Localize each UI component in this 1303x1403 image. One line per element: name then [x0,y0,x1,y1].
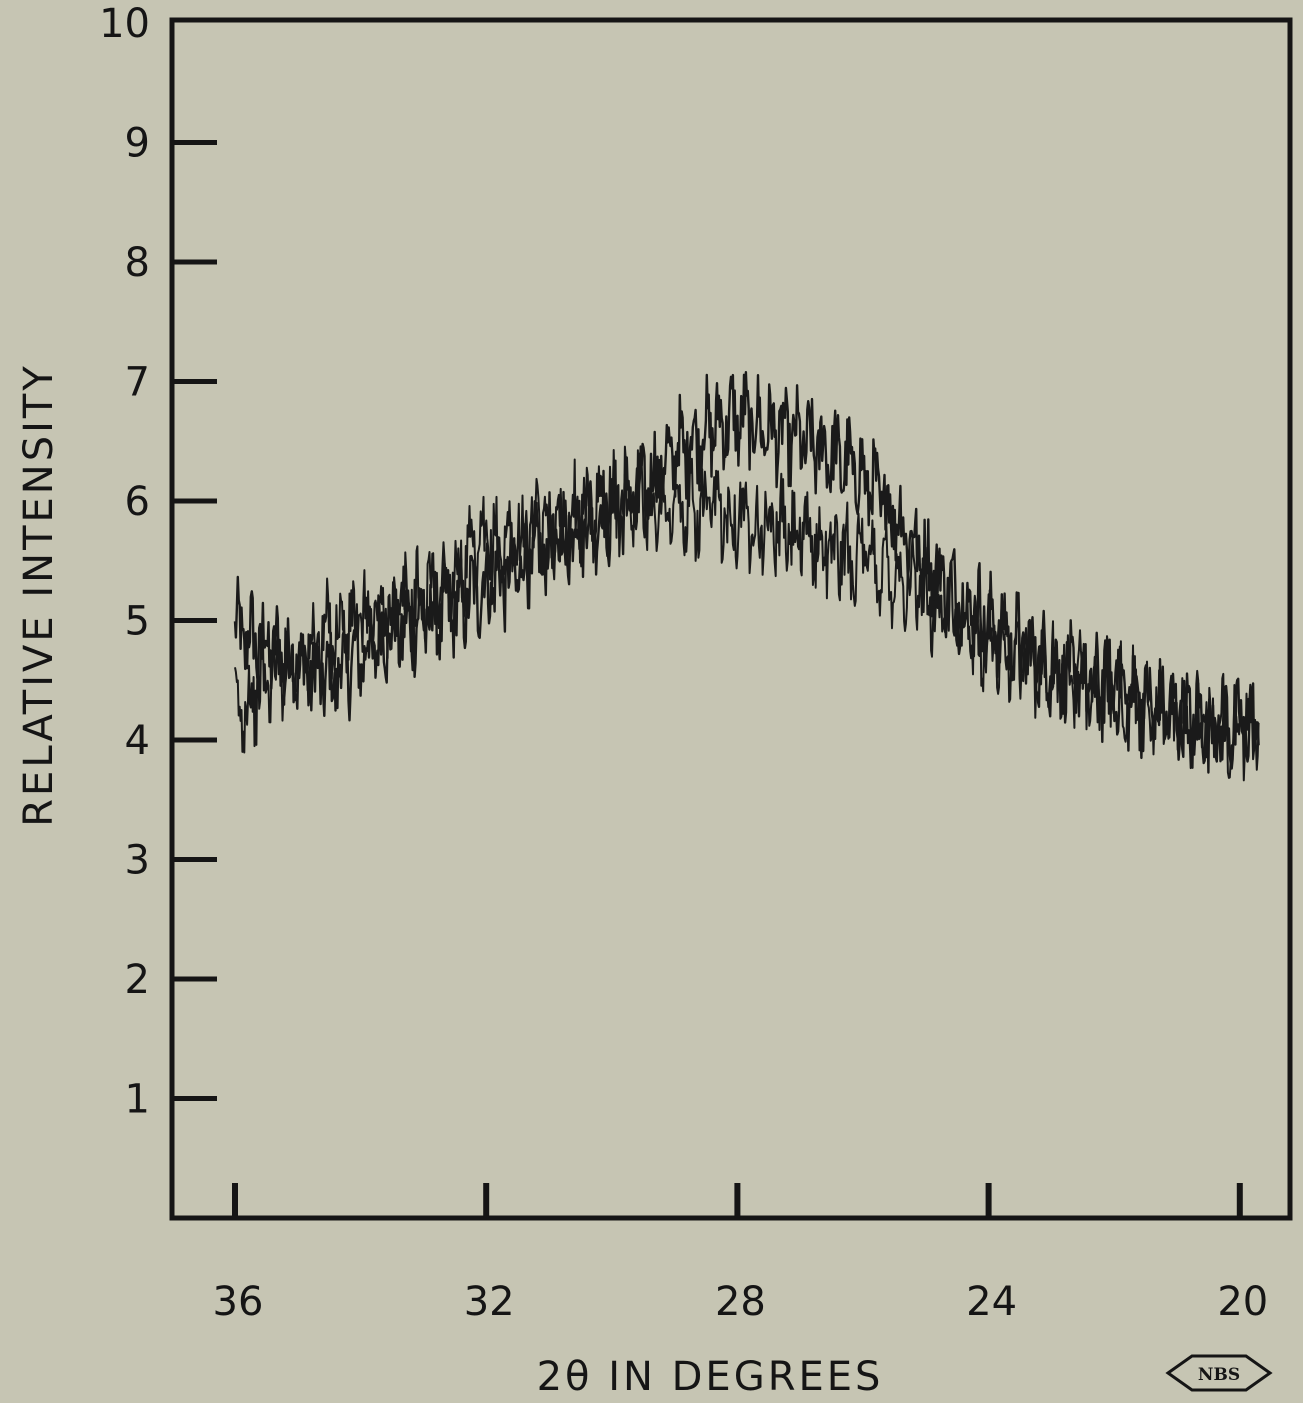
y-tick-label-5: 5 [125,599,150,645]
y-tick-label-10: 10 [99,1,150,47]
series-2-line [234,445,1260,782]
series-1-line [233,371,1260,774]
y-axis-ticks: 1 2 3 4 5 6 7 8 9 10 [99,1,217,1123]
y-tick-label-3: 3 [125,838,150,884]
y-tick-label-6: 6 [125,479,150,525]
y-tick-label-4: 4 [125,718,150,764]
y-axis-label: RELATIVE INTENSITY [16,363,62,827]
logo-text: NBS [1198,1365,1240,1385]
x-axis-label: 2θ IN DEGREES [537,1354,884,1400]
x-tick-label-36: 36 [213,1279,264,1325]
y-tick-label-8: 8 [125,240,150,286]
x-tick-label-32: 32 [464,1279,515,1325]
series-layer [233,371,1260,782]
y-tick-label-7: 7 [125,360,150,406]
x-tick-label-28: 28 [715,1279,766,1325]
nbs-logo: NBS [1165,1354,1273,1392]
y-tick-label-1: 1 [125,1077,150,1123]
y-tick-label-9: 9 [125,121,150,167]
y-tick-label-2: 2 [125,957,150,1003]
logo-diamond [1165,1354,1273,1392]
x-axis-ticks: 36 32 28 24 20 [213,1183,1268,1325]
x-tick-label-20: 20 [1217,1279,1268,1325]
x-tick-label-24: 24 [966,1279,1017,1325]
